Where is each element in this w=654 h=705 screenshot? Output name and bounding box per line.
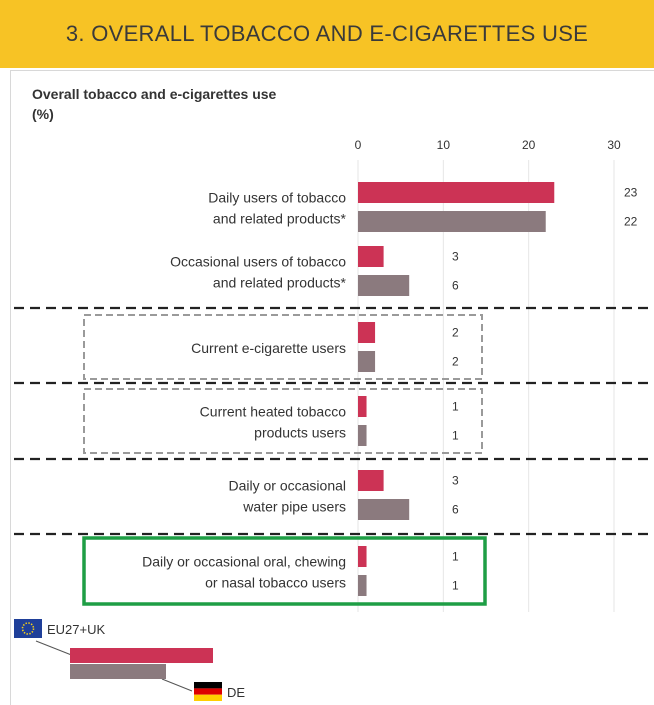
category-label: Daily or occasional oral, chewing [142,554,346,570]
legend-label-eu: EU27+UK [47,622,105,637]
eu-flag-icon [14,619,42,638]
de-flag-icon [194,682,222,701]
legend-swatch-de [70,664,166,679]
value-label: 6 [452,503,459,517]
category-label: Current e-cigarette users [191,340,346,356]
category-label: Current heated tobacco [200,404,347,420]
bar-eu27-uk [358,546,367,567]
x-tick-label: 20 [522,138,536,152]
x-tick-label: 10 [437,138,451,152]
x-axis-ticks: 0 10 20 30 [355,138,621,152]
bar-eu27-uk [358,246,384,267]
value-label: 2 [452,326,459,340]
bar-eu27-uk [358,396,367,417]
x-tick-label: 0 [355,138,362,152]
value-label: 23 [624,186,638,200]
value-label: 2 [452,355,459,369]
category-labels: Daily users of tobacco and related produc… [142,190,346,591]
value-label: 6 [452,279,459,293]
bar-de [358,211,546,232]
bar-de [358,575,367,596]
legend-leader-de [161,678,193,692]
bar-de [358,425,367,446]
section-title: 3. OVERALL TOBACCO AND E-CIGARETTES USE [65,21,589,46]
chart-unit: (%) [32,106,54,122]
value-label: 3 [452,474,459,488]
chart-title-text: Overall tobacco and e-cigarettes use [32,86,277,102]
value-label: 1 [452,429,459,443]
chart-panel [10,70,654,705]
category-label: and related products* [213,275,347,291]
category-box [83,388,483,454]
category-label: products users [254,425,346,441]
value-label: 3 [452,250,459,264]
value-label: 1 [452,400,459,414]
legend-label-de: DE [227,685,245,700]
x-tick-label: 30 [607,138,621,152]
legend-leader-eu [35,640,75,657]
bar-de [358,351,376,372]
bar-eu27-uk [358,470,384,491]
legend: EU27+UK DE [14,619,245,701]
group-separators [14,306,650,536]
value-label: 1 [452,550,459,564]
value-labels: 23 3 2 1 3 1 22 6 2 1 6 1 [452,186,638,593]
category-label: or nasal tobacco users [205,575,346,591]
category-label: Daily or occasional [229,478,347,494]
bar-eu27-uk [358,322,376,343]
section-banner: 3. OVERALL TOBACCO AND E-CIGARETTES USE [0,0,654,68]
highlight-boxes [82,314,487,606]
category-label: Occasional users of tobacco [170,254,346,270]
category-box [83,314,483,380]
chart-title: Overall tobacco and e-cigarettes use (%) [32,84,372,124]
bar-de [358,499,410,520]
category-label: water pipe users [242,499,346,515]
bar-eu27-uk [358,182,555,203]
highlight-box [82,536,487,606]
category-label: and related products* [213,211,347,227]
category-label: Daily users of tobacco [208,190,346,206]
value-label: 1 [452,579,459,593]
legend-swatch-eu [70,648,213,663]
bars [358,182,555,596]
bar-de [358,275,410,296]
value-label: 22 [624,215,638,229]
